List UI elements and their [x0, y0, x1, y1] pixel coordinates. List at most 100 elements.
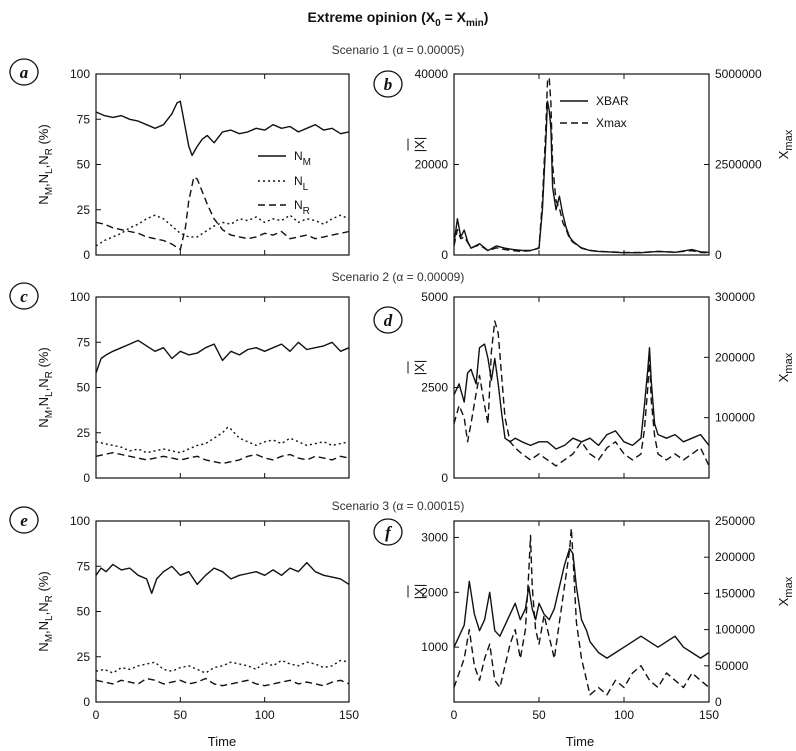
scenario-2-heading: Scenario 2 (α = 0.00009)	[332, 270, 465, 284]
plot-frame-e	[95, 520, 350, 703]
y-tick-label-c-0: 0	[83, 471, 90, 485]
series-a-n-m	[95, 100, 350, 157]
y-axis-label-a: NM,NL,NR (%)	[36, 124, 55, 204]
y-axis-label-f: |X|	[412, 584, 427, 599]
y-tick-label-e-0: 0	[83, 695, 90, 709]
y-tick-label-c-25: 25	[77, 426, 91, 440]
panel-letter-circle-d	[373, 306, 403, 334]
y-tick-label-e-25: 25	[77, 650, 91, 664]
y-tick-label-e-75: 75	[77, 559, 91, 573]
y-tick-label-a-75: 75	[77, 112, 91, 126]
x-tick-label-e-50: 50	[174, 708, 188, 722]
y-tick-label-a-100: 100	[70, 67, 90, 81]
series-f-xbar	[453, 547, 710, 659]
legend-b-label-0: XBAR	[596, 94, 629, 108]
panel-letter-d: d	[384, 311, 393, 330]
series-b-xbar	[453, 100, 710, 254]
panel-letter-circle-a	[9, 58, 39, 86]
y-tick-label-c-75: 75	[77, 335, 91, 349]
y-tick-label-b-0: 0	[441, 248, 448, 262]
y2-axis-label-b: Xmax	[776, 129, 795, 159]
y-tick-label-e-50: 50	[77, 605, 91, 619]
y-tick-label-f-3000: 3000	[421, 530, 448, 544]
y2-tick-label-f-150000: 150000	[715, 586, 755, 600]
y2-tick-label-f-50000: 50000	[715, 659, 749, 673]
scenario-1-heading: Scenario 1 (α = 0.00005)	[332, 43, 465, 57]
series-a-n-l	[95, 214, 350, 247]
x-axis-label-right: Time	[566, 734, 594, 749]
y2-tick-label-d-300000: 300000	[715, 290, 755, 304]
y-tick-label-d-0: 0	[441, 471, 448, 485]
x-tick-label-e-150: 150	[339, 708, 359, 722]
scenario-3-heading: Scenario 3 (α = 0.00015)	[332, 499, 465, 513]
series-e-n-r	[95, 677, 350, 687]
x-tick-label-f-0: 0	[451, 708, 458, 722]
panel-letter-circle-e	[9, 506, 39, 534]
y2-axis-label-d: Xmax	[776, 352, 795, 382]
series-e-n-m	[95, 561, 350, 595]
y2-axis-label-f: Xmax	[776, 576, 795, 606]
panel-b: 0 20000 40000 0 2500000 5000000 b XBAR Xmax	[373, 67, 762, 262]
y-tick-label-d-5000: 5000	[421, 290, 448, 304]
legend-a: NM NL NR	[258, 149, 311, 217]
y-tick-label-b-20000: 20000	[415, 158, 449, 172]
y2-tick-label-f-0: 0	[715, 695, 722, 709]
series-b-xmax	[453, 76, 710, 254]
y-axis-label-b: |X|	[412, 137, 427, 152]
panel-d: 0 2500 5000 100000 200000 300000 d	[373, 290, 755, 485]
y-tick-label-e-100: 100	[70, 514, 90, 528]
series-e-n-l	[95, 659, 350, 674]
y2-tick-label-d-200000: 200000	[715, 350, 755, 364]
y-axis-label-e: NM,NL,NR (%)	[36, 571, 55, 651]
panel-e: 0 50 100 150 0 25 50 75 100 e	[9, 506, 359, 722]
x-tick-label-f-50: 50	[532, 708, 546, 722]
panel-letter-circle-c	[9, 282, 39, 310]
panel-letter-b: b	[384, 75, 393, 94]
y-tick-label-a-25: 25	[77, 203, 91, 217]
y2-tick-label-b-2500000: 2500000	[715, 158, 762, 172]
legend-b-label-1: Xmax	[596, 116, 627, 130]
series-c-n-r	[95, 452, 350, 465]
panel-letter-circle-f	[373, 518, 403, 546]
series-d-xbar	[453, 343, 710, 450]
panel-f: 0 50 100 150 1000 2000 3000 0 50000 100000 150000 2…	[373, 514, 755, 722]
legend-b: XBAR Xmax	[560, 94, 629, 130]
series-c-n-m	[95, 339, 350, 374]
x-tick-label-f-150: 150	[699, 708, 719, 722]
panel-letter-a: a	[20, 63, 29, 82]
panel-a: 0 25 50 75 100 a NM NL NR	[9, 58, 350, 262]
legend-a-label-0: NM	[294, 149, 311, 168]
panel-letter-e: e	[20, 511, 28, 530]
y-axis-label-c: NM,NL,NR (%)	[36, 347, 55, 427]
y2-tick-label-f-100000: 100000	[715, 623, 755, 637]
y-tick-label-c-100: 100	[70, 290, 90, 304]
panel-letter-c: c	[20, 287, 28, 306]
y-tick-label-a-50: 50	[77, 158, 91, 172]
y-tick-label-c-50: 50	[77, 381, 91, 395]
figure-title: Extreme opinion (X0 = Xmin)	[308, 9, 489, 29]
y-tick-label-f-2000: 2000	[421, 585, 448, 599]
x-tick-label-e-100: 100	[255, 708, 275, 722]
y-tick-label-a-0: 0	[83, 248, 90, 262]
x-tick-label-e-0: 0	[93, 708, 100, 722]
y-tick-label-f-1000: 1000	[421, 640, 448, 654]
y-axis-label-d: |X|	[412, 360, 427, 375]
y-tick-label-d-2500: 2500	[421, 381, 448, 395]
y2-tick-label-f-250000: 250000	[715, 514, 755, 528]
y2-tick-label-b-5000000: 5000000	[715, 67, 762, 81]
y2-tick-label-d-100000: 100000	[715, 411, 755, 425]
plot-frame-f	[453, 520, 710, 703]
legend-a-label-1: NL	[294, 174, 309, 193]
panel-letter-circle-b	[373, 70, 403, 98]
series-f-xmax	[453, 527, 710, 696]
plot-frame-d	[453, 296, 710, 479]
y2-tick-label-f-200000: 200000	[715, 550, 755, 564]
panel-c: 0 25 50 75 100 c	[9, 282, 350, 485]
y2-tick-label-b-0: 0	[715, 248, 722, 262]
plot-frame-a	[95, 73, 350, 256]
x-tick-label-f-100: 100	[614, 708, 634, 722]
y-tick-label-b-40000: 40000	[415, 67, 449, 81]
legend-a-label-2: NR	[294, 198, 310, 217]
